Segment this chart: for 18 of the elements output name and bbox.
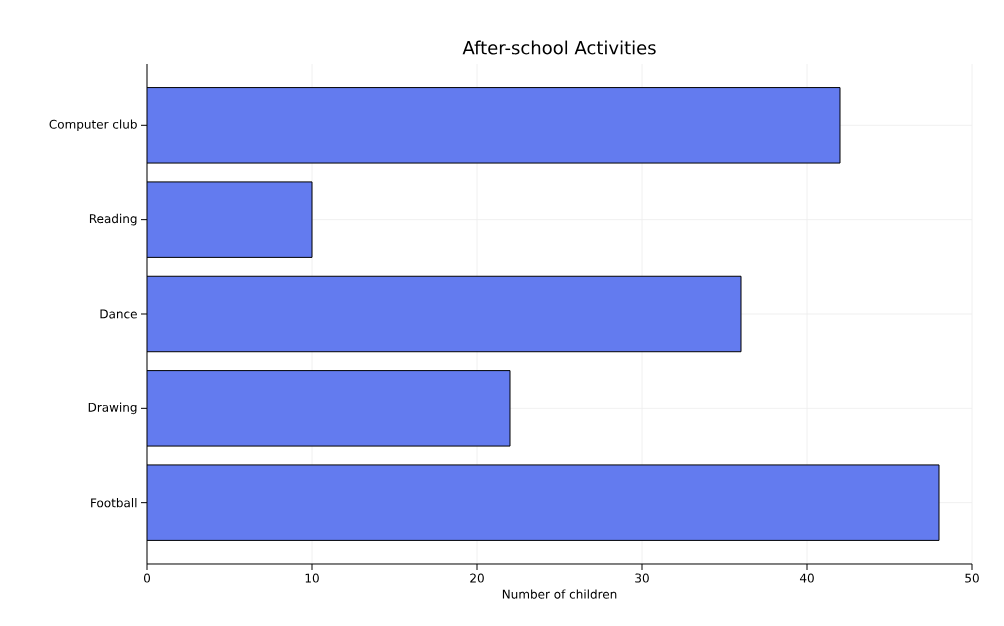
bar	[147, 370, 511, 447]
y-tick-label: Computer club	[49, 119, 137, 132]
x-tick-label: 50	[965, 573, 979, 583]
chart-title: After-school Activities	[462, 40, 656, 55]
y-tick-label: Football	[91, 498, 137, 508]
y-tick-label: Drawing	[88, 402, 137, 415]
bar	[147, 87, 841, 164]
x-tick-label: 40	[799, 573, 814, 583]
x-tick-label: 10	[305, 573, 319, 583]
y-tick-label: Reading	[89, 213, 137, 226]
bar	[147, 275, 742, 353]
y-tick-label: Dance	[100, 309, 137, 319]
x-tick-label: 30	[635, 573, 649, 583]
bar	[147, 181, 313, 258]
x-tick-label: 0	[143, 573, 151, 583]
x-tick-label: 20	[470, 573, 484, 583]
x-axis-title: Number of children	[502, 589, 617, 599]
bar	[147, 464, 940, 541]
